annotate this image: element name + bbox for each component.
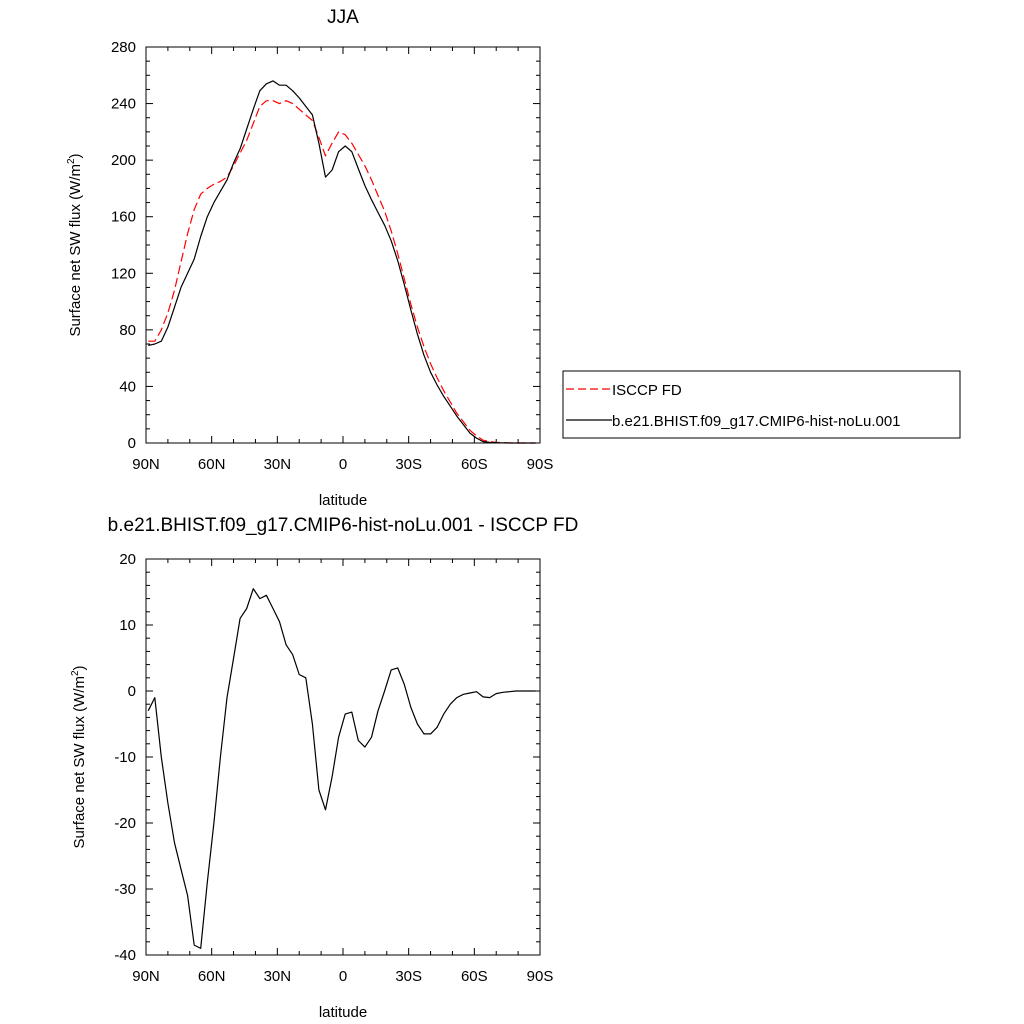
- bottom-x-axis-label: latitude: [319, 1004, 367, 1021]
- bottom-x-tick-label: 90N: [132, 968, 160, 985]
- bottom-panel: b.e21.BHIST.f09_g17.CMIP6-hist-noLu.001 …: [70, 515, 578, 1021]
- bottom-y-tick-label: 0: [128, 683, 136, 700]
- top-plot-frame: [145, 46, 541, 444]
- bottom-x-tick-label: 30S: [395, 968, 422, 985]
- top-y-tick-label: 40: [119, 378, 136, 395]
- top-y-tick-label: 0: [128, 435, 136, 452]
- bottom-chart-title: b.e21.BHIST.f09_g17.CMIP6-hist-noLu.001 …: [108, 515, 579, 536]
- bottom-x-tick-label: 0: [339, 968, 347, 985]
- top-chart-title: JJA: [327, 7, 359, 28]
- bottom-y-axis-label: Surface net SW flux (W/m2): [70, 665, 88, 848]
- bottom-y-tick-label: -20: [114, 815, 136, 832]
- bottom-y-tick-label: -30: [114, 881, 136, 898]
- top-y-tick-label: 240: [111, 96, 136, 113]
- bottom-plot-frame: [145, 558, 541, 956]
- bottom-x-tick-label: 60S: [461, 968, 488, 985]
- top-x-tick-label: 30S: [395, 456, 422, 473]
- bottom-y-tick-label: -40: [114, 947, 136, 964]
- top-y-tick-label: 200: [111, 152, 136, 169]
- top-y-tick-label: 280: [111, 39, 136, 56]
- legend-label-model: b.e21.BHIST.f09_g17.CMIP6-hist-noLu.001: [612, 413, 901, 430]
- legend: ISCCP FD b.e21.BHIST.f09_g17.CMIP6-hist-…: [562, 370, 961, 439]
- top-x-axis-label: latitude: [319, 492, 367, 509]
- bottom-x-tick-label: 90S: [527, 968, 554, 985]
- legend-label-isccp: ISCCP FD: [612, 382, 682, 399]
- legend-box: [562, 370, 961, 439]
- top-y-axis-label: Surface net SW flux (W/m2): [66, 153, 84, 336]
- top-x-tick-label: 60N: [198, 456, 226, 473]
- top-x-tick-label: 90S: [527, 456, 554, 473]
- top-series-line-2: [148, 80, 536, 444]
- top-y-tick-label: 80: [119, 322, 136, 339]
- top-x-tick-label: 60S: [461, 456, 488, 473]
- top-series-line-1: [148, 100, 536, 444]
- bottom-y-tick-label: 20: [119, 551, 136, 568]
- bottom-x-tick-label: 60N: [198, 968, 226, 985]
- top-panel: JJA 90N 60N 30N 0 30S 60S 90S 0 40 80 120 160 200 240…: [66, 7, 961, 509]
- bottom-y-tick-label: 10: [119, 617, 136, 634]
- top-y-tick-label: 120: [111, 265, 136, 282]
- top-x-tick-label: 30N: [264, 456, 292, 473]
- bottom-x-tick-label: 30N: [264, 968, 292, 985]
- bottom-y-tick-label: -10: [114, 749, 136, 766]
- top-x-tick-label: 0: [339, 456, 347, 473]
- bottom-series-line-1: [147, 588, 536, 950]
- top-y-tick-label: 160: [111, 209, 136, 226]
- top-x-tick-label: 90N: [132, 456, 160, 473]
